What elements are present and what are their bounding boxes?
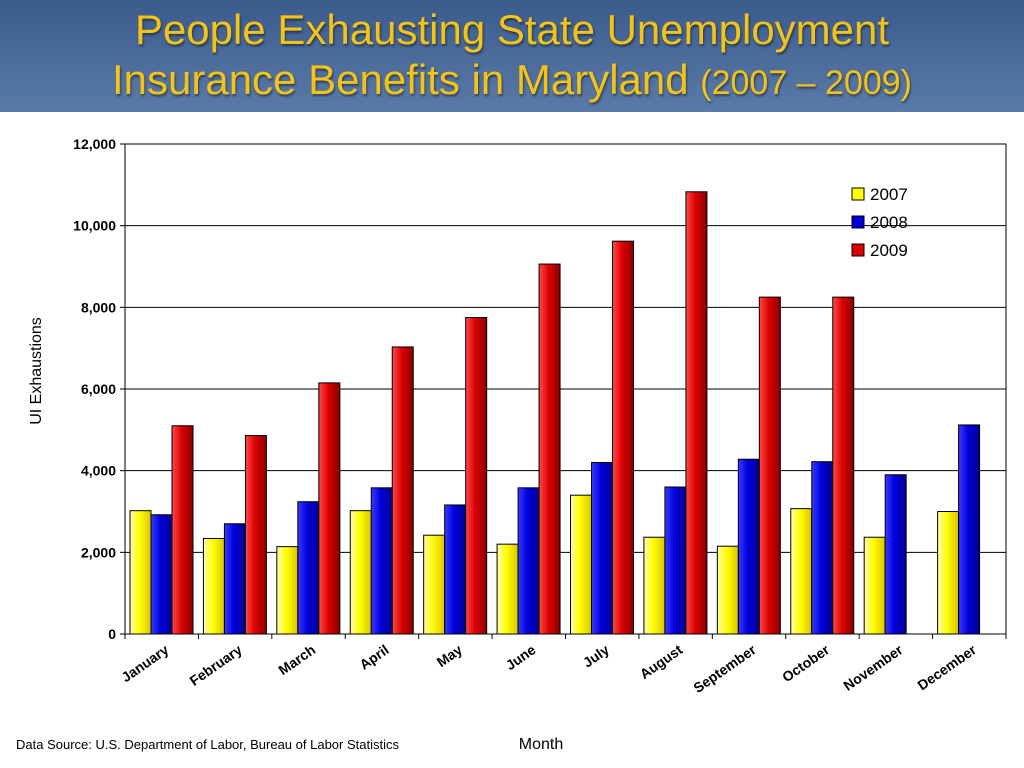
- x-tick-label-june: June: [503, 641, 539, 673]
- bars: [129, 191, 981, 635]
- x-tick-label-february: February: [187, 641, 245, 689]
- bar-2009-february: [244, 435, 267, 635]
- bar-2008-february: [223, 523, 246, 635]
- y-axis-label: UI Exhaustions: [28, 317, 45, 425]
- bar-2007-december: [937, 511, 960, 635]
- bar-2008-january: [150, 514, 173, 635]
- bar-2007-april: [349, 510, 372, 635]
- title-bar: People Exhausting State Unemployment Ins…: [0, 0, 1024, 112]
- legend-swatch-2009: [851, 243, 865, 257]
- x-tick-label-november: November: [840, 641, 906, 694]
- y-tick-label: 6,000: [81, 381, 116, 397]
- x-tick-label-july: July: [580, 641, 612, 670]
- bar-2009-july: [612, 240, 634, 635]
- bar-2009-october: [832, 296, 855, 635]
- slide-title-main: Insurance Benefits in Maryland: [111, 56, 689, 103]
- bar-2007-july: [570, 494, 592, 635]
- bar-2009-september: [758, 296, 781, 635]
- bar-2008-august: [664, 486, 687, 635]
- x-tick-label-april: April: [356, 641, 391, 672]
- bar-2008-november: [884, 474, 907, 635]
- bar-2007-march: [276, 546, 299, 635]
- legend-label-2009: 2009: [870, 241, 908, 260]
- bar-2007-august: [643, 536, 666, 635]
- y-tick-label: 8,000: [81, 299, 116, 315]
- bar-2007-october: [790, 508, 813, 635]
- x-tick-label-may: May: [434, 641, 466, 670]
- bar-2008-may: [444, 504, 467, 635]
- x-tick-label-august: August: [637, 641, 686, 682]
- x-tick-label-march: March: [275, 641, 318, 678]
- y-tick-label: 12,000: [73, 136, 116, 152]
- slide-title-line-1: People Exhausting State Unemployment: [134, 6, 890, 53]
- y-tick-label: 10,000: [73, 218, 116, 234]
- y-tick-label: 0: [108, 626, 116, 642]
- x-axis-label: Month: [519, 736, 563, 753]
- bar-2007-november: [863, 536, 886, 635]
- x-tick-label-september: September: [690, 641, 759, 696]
- y-tick-label: 4,000: [81, 463, 116, 479]
- bar-2008-october: [811, 461, 834, 635]
- legend: 2007 2008 2009: [851, 185, 908, 260]
- slide-title-line-2: Insurance Benefits in Maryland (2007 – 2…: [0, 55, 1024, 108]
- bar-2007-may: [423, 534, 446, 635]
- x-tick-label-december: December: [914, 641, 979, 693]
- bar-2009-april: [391, 346, 414, 635]
- bar-chart: 0 2,000 4,000 6,000 8,000 10,000 12,000 January…: [28, 136, 1007, 753]
- legend-swatch-2007: [851, 187, 865, 201]
- x-tick-label-january: January: [118, 641, 171, 685]
- bar-2007-february: [202, 537, 225, 635]
- slide-title-years: (2007 – 2009): [700, 64, 913, 102]
- legend-swatch-2008: [851, 215, 865, 229]
- bar-2008-april: [370, 487, 393, 635]
- legend-label-2007: 2007: [870, 185, 908, 204]
- bar-2009-january: [171, 425, 194, 635]
- bar-2008-june: [517, 487, 540, 635]
- data-source-note: Data Source: U.S. Department of Labor, B…: [16, 737, 399, 752]
- bar-2009-june: [538, 263, 561, 635]
- bar-2008-december: [958, 424, 981, 635]
- bar-2008-march: [297, 501, 320, 635]
- bar-2009-august: [685, 191, 708, 635]
- bar-2009-march: [318, 382, 341, 635]
- legend-label-2008: 2008: [870, 213, 908, 232]
- bar-2007-january: [129, 510, 152, 635]
- x-tick-label-october: October: [779, 641, 833, 685]
- bar-2009-may: [465, 317, 488, 635]
- bar-2007-june: [496, 543, 519, 635]
- bar-2008-july: [591, 462, 613, 635]
- bar-2008-september: [737, 458, 760, 635]
- bar-2007-september: [716, 545, 739, 635]
- y-tick-label: 2,000: [81, 544, 116, 560]
